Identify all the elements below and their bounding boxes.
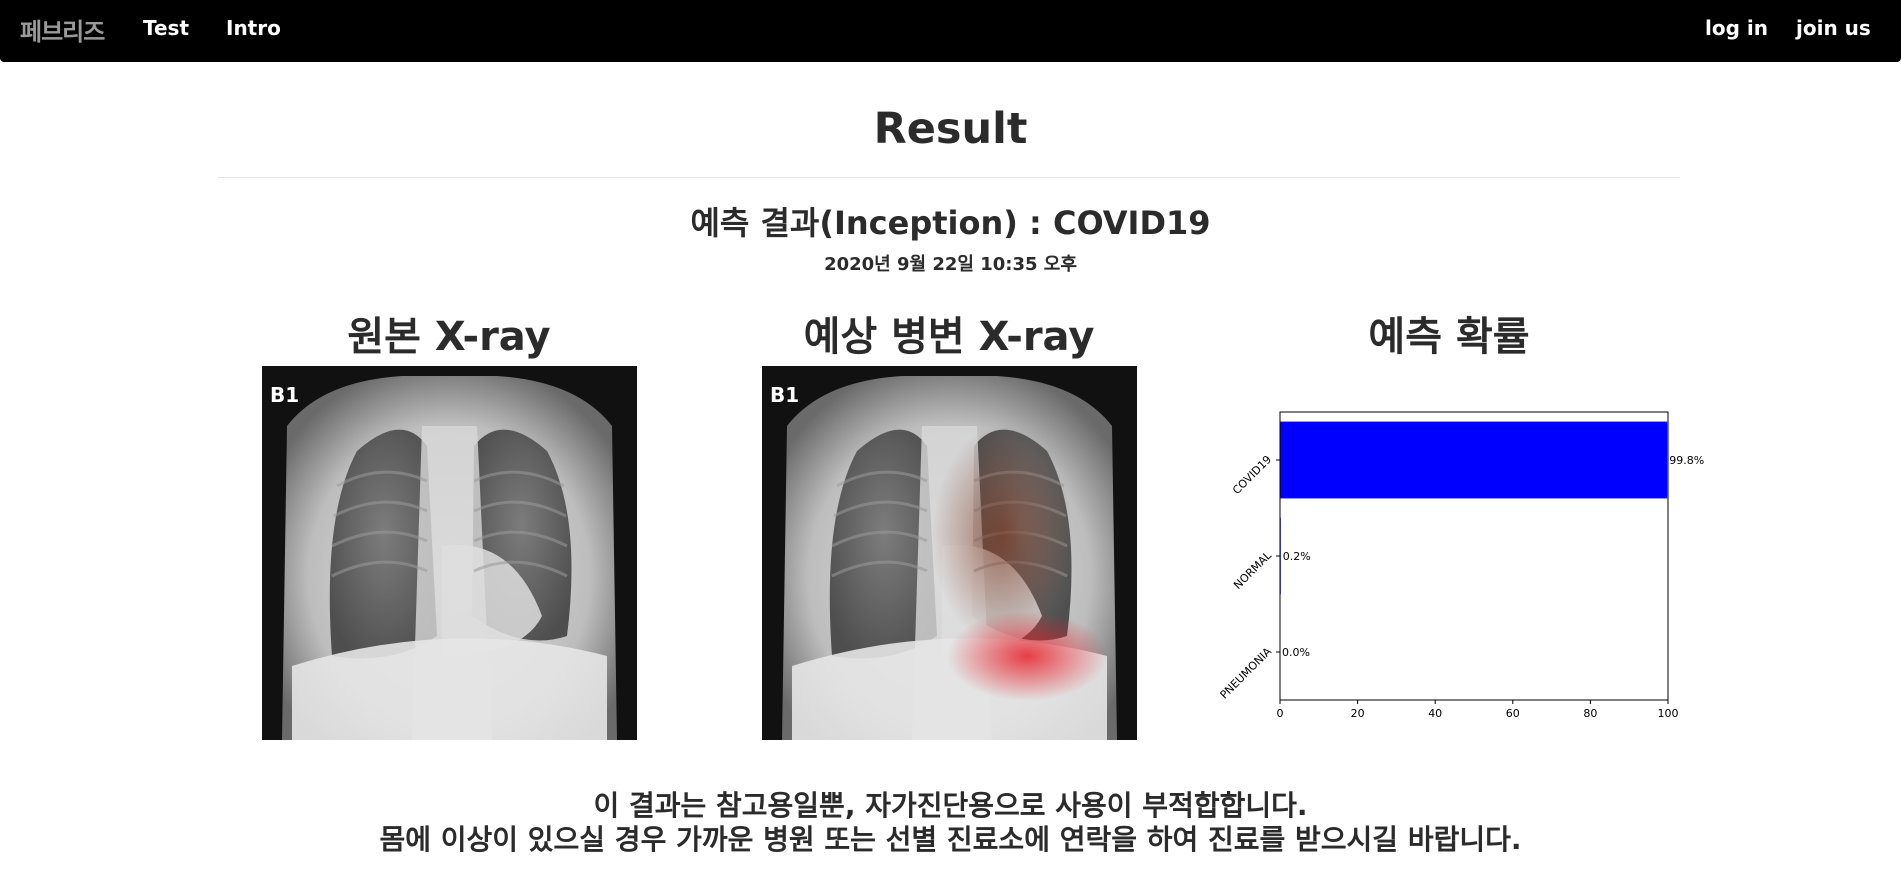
notice-line-1: 이 결과는 참고용일뿐, 자가진단용으로 사용이 부적합합니다. bbox=[593, 789, 1308, 822]
value-label-pneumonia: 0.0% bbox=[1282, 646, 1310, 659]
value-label-covid19: 99.8% bbox=[1669, 454, 1704, 467]
chart-axes-frame bbox=[1279, 411, 1669, 701]
x-tick-label: 100 bbox=[1658, 707, 1679, 720]
category-label-normal: NORMAL bbox=[1231, 548, 1275, 592]
lesion-xray-image: B1 bbox=[762, 366, 1137, 740]
nav-link-login[interactable]: log in bbox=[1705, 16, 1768, 40]
nav-link-test[interactable]: Test bbox=[143, 16, 190, 40]
prediction-result: 예측 결과(Inception) : COVID19 bbox=[690, 204, 1211, 242]
xray-label-b1: B1 bbox=[270, 383, 299, 407]
result-date: 2020년 9월 22일 10:35 오후 bbox=[824, 254, 1077, 275]
x-tick-label: 40 bbox=[1428, 707, 1442, 720]
bar-covid19 bbox=[1280, 421, 1668, 499]
brand-logo[interactable]: 페브리즈 bbox=[20, 18, 105, 46]
original-xray-title: 원본 X-ray bbox=[347, 314, 551, 360]
category-label-pneumonia: PNEUMONIA bbox=[1218, 645, 1275, 702]
page-title: Result bbox=[873, 104, 1028, 154]
x-tick-label: 0 bbox=[1277, 707, 1284, 720]
x-tick-label: 80 bbox=[1583, 707, 1597, 720]
value-label-normal: 0.2% bbox=[1283, 550, 1311, 563]
probability-title: 예측 확률 bbox=[1368, 314, 1530, 360]
original-xray-image: B1 bbox=[262, 366, 637, 740]
nav-link-intro[interactable]: Intro bbox=[226, 16, 281, 40]
xray-label-b1: B1 bbox=[770, 383, 799, 407]
nav-link-join[interactable]: join us bbox=[1796, 16, 1871, 40]
x-tick-label: 60 bbox=[1506, 707, 1520, 720]
lesion-xray-title: 예상 병변 X-ray bbox=[803, 314, 1095, 360]
divider bbox=[218, 177, 1680, 178]
notice-line-2: 몸에 이상이 있으실 경우 가까운 병원 또는 선별 진료소에 연락을 하여 진… bbox=[379, 823, 1522, 856]
category-label-covid19: COVID19 bbox=[1230, 453, 1274, 497]
navbar: 페브리즈 Test Intro log in join us bbox=[0, 0, 1901, 62]
x-tick-label: 20 bbox=[1351, 707, 1365, 720]
